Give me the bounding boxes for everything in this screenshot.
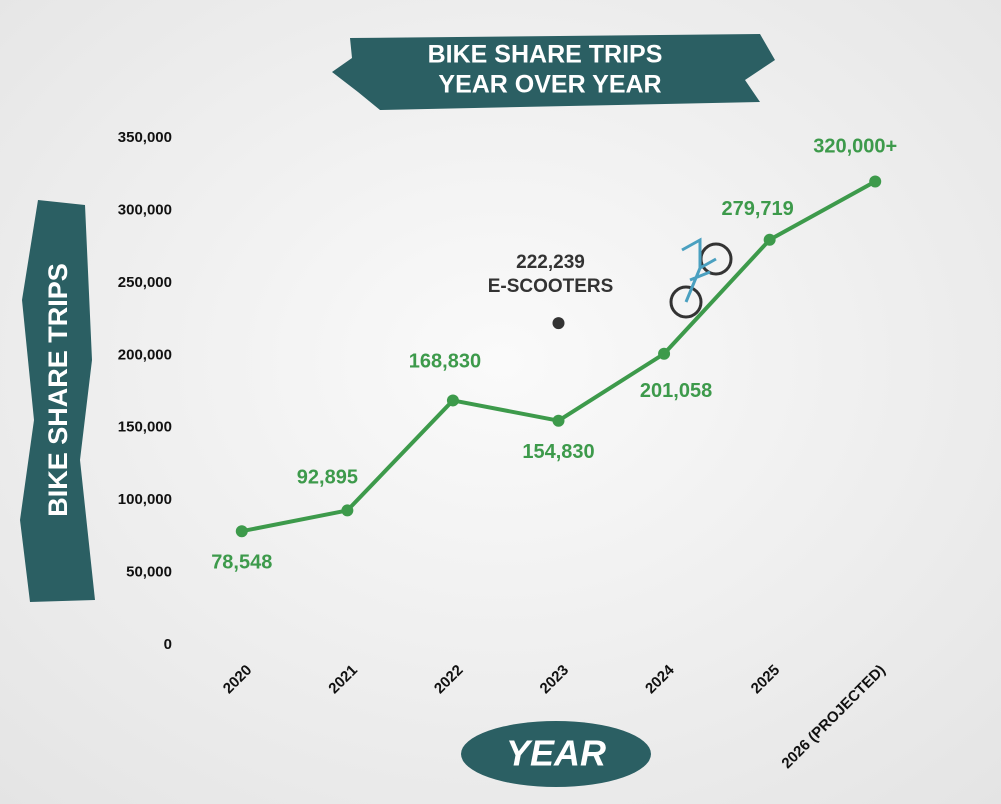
data-point: [341, 504, 353, 516]
chart-title: BIKE SHARE TRIPS: [428, 41, 663, 69]
data-label: 92,895: [297, 467, 358, 489]
chart: BIKE SHARE TRIPS YEAR OVER YEAR BIKE SHA…: [0, 0, 1001, 804]
data-label: 320,000+: [813, 136, 897, 158]
chart-title: YEAR OVER YEAR: [438, 71, 661, 99]
data-label: 201,058: [640, 380, 712, 402]
y-tick-label: 50,000: [126, 564, 172, 581]
data-point: [658, 348, 670, 360]
y-tick-label: 200,000: [118, 346, 172, 363]
annotation-value: 222,239: [516, 252, 585, 273]
y-axis-label: BIKE SHARE TRIPS: [43, 263, 73, 517]
y-tick-label: 150,000: [118, 419, 172, 436]
annotation-text: E-SCOOTERS: [488, 276, 614, 297]
data-label: 154,830: [522, 441, 594, 463]
data-point: [553, 415, 565, 427]
data-point: [869, 175, 881, 187]
data-point: [764, 234, 776, 246]
x-axis-label: YEAR: [506, 733, 606, 774]
y-tick-label: 250,000: [118, 274, 172, 291]
background: [0, 0, 1001, 804]
y-tick-label: 0: [164, 636, 172, 653]
data-point: [447, 394, 459, 406]
y-tick-label: 300,000: [118, 201, 172, 218]
data-label: 279,719: [721, 198, 793, 220]
page: BIKE SHARE TRIPS YEAR OVER YEAR BIKE SHA…: [0, 0, 1001, 804]
annotation-point: [553, 317, 565, 329]
data-label: 78,548: [211, 551, 272, 573]
y-tick-label: 100,000: [118, 491, 172, 508]
y-tick-label: 350,000: [118, 129, 172, 146]
data-point: [236, 525, 248, 537]
data-label: 168,830: [409, 351, 481, 373]
